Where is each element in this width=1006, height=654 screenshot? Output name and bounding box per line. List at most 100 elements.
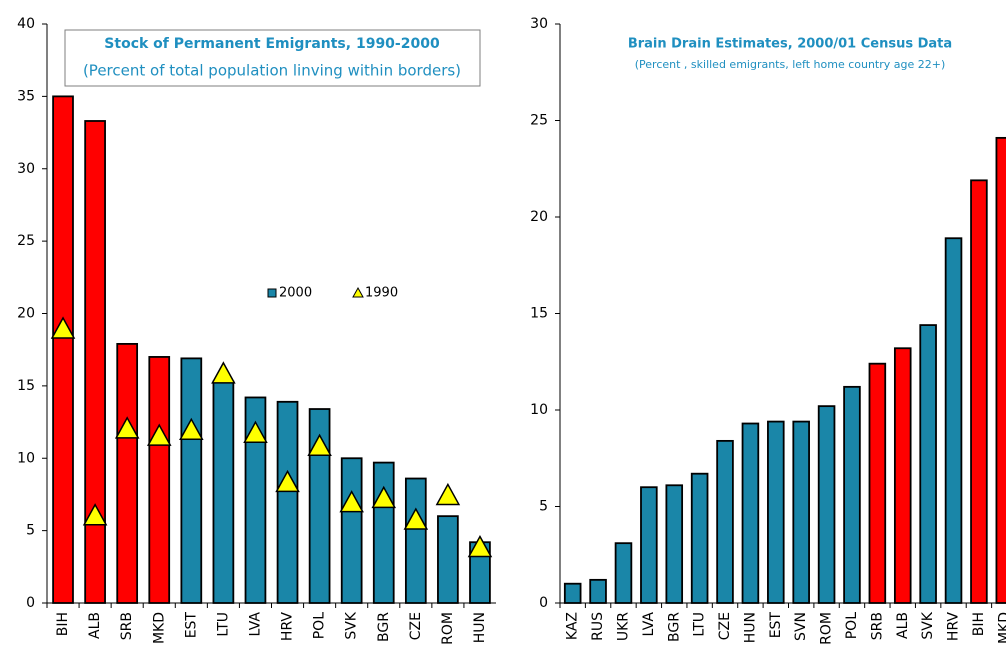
- x-tick-label: BGR: [376, 612, 392, 642]
- bar: [868, 362, 887, 604]
- legend-marker: [352, 286, 364, 298]
- bar: [792, 420, 810, 604]
- triangle-marker: [50, 316, 76, 339]
- y-tick-label: 15: [17, 378, 35, 394]
- x-tick-label: EST: [183, 612, 199, 639]
- triangle-marker: [307, 433, 332, 456]
- bar: [148, 356, 171, 604]
- x-tick-label: KAZ: [565, 612, 581, 640]
- x-tick-label: BGR: [666, 612, 682, 642]
- x-tick-label: BIH: [55, 612, 71, 636]
- bar: [665, 484, 684, 604]
- y-tick-label: 40: [17, 16, 35, 32]
- y-tick-label: 10: [17, 450, 35, 466]
- legend-label: 1990: [365, 286, 398, 301]
- x-tick-label: ROM: [819, 612, 835, 645]
- x-tick-label: HUN: [472, 612, 488, 643]
- bar: [817, 405, 836, 604]
- y-tick-label: 5: [26, 523, 35, 539]
- triangle-marker: [211, 361, 236, 384]
- bar: [970, 179, 988, 604]
- y-tick-label: 20: [530, 209, 548, 225]
- chart-subtitle: (Percent , skilled emigrants, left home …: [635, 58, 946, 71]
- x-tick-label: LVA: [247, 612, 263, 637]
- legend-label: 2000: [279, 286, 312, 301]
- y-tick-label: 10: [530, 402, 548, 418]
- triangle-marker: [114, 416, 140, 439]
- x-tick-label: SRB: [869, 612, 885, 640]
- x-tick-label: ALB: [895, 612, 911, 639]
- bar: [995, 136, 1006, 604]
- triangle-marker: [371, 485, 397, 509]
- x-tick-label: MKD: [996, 612, 1006, 644]
- triangle-marker: [467, 534, 493, 558]
- bar: [212, 380, 235, 604]
- bar: [276, 400, 299, 604]
- chart-title: Brain Drain Estimates, 2000/01 Census Da…: [628, 37, 952, 52]
- bar: [944, 237, 963, 604]
- bar: [690, 472, 709, 604]
- bar: [614, 542, 633, 604]
- x-tick-label: ROM: [440, 612, 456, 645]
- y-tick-label: 30: [530, 16, 548, 32]
- y-tick-label: 35: [17, 88, 35, 104]
- triangle-marker: [403, 507, 429, 530]
- x-tick-label: HRV: [280, 612, 296, 641]
- chart-title: Stock of Permanent Emigrants, 1990-2000: [104, 36, 440, 52]
- x-tick-label: ALB: [87, 612, 103, 639]
- triangle-marker: [179, 417, 204, 441]
- triangle-marker: [435, 482, 461, 506]
- y-tick-label: 20: [17, 306, 35, 322]
- bar: [741, 422, 760, 604]
- y-tick-label: 0: [26, 595, 35, 611]
- bar: [919, 324, 937, 604]
- x-tick-label: BIH: [971, 612, 987, 636]
- x-tick-label: SVN: [793, 612, 809, 641]
- x-tick-label: SVK: [920, 611, 936, 639]
- x-tick-label: HUN: [742, 612, 758, 643]
- y-tick-label: 25: [17, 233, 35, 249]
- x-tick-label: MKD: [151, 612, 167, 644]
- x-tick-label: LVA: [641, 612, 657, 637]
- bar: [437, 515, 459, 604]
- y-tick-label: 15: [530, 306, 548, 322]
- x-tick-label: SRB: [119, 612, 135, 640]
- x-tick-label: POL: [844, 612, 860, 639]
- x-tick-label: LTU: [692, 612, 708, 637]
- x-tick-label: POL: [312, 612, 328, 639]
- x-tick-label: CZE: [408, 612, 424, 640]
- x-tick-label: LTU: [215, 612, 231, 637]
- y-tick-label: 25: [530, 113, 548, 129]
- bar: [563, 582, 582, 604]
- y-tick-label: 30: [17, 161, 35, 177]
- chart-subtitle: (Percent of total population linving wit…: [83, 62, 461, 80]
- bar: [116, 342, 139, 604]
- triangle-marker: [82, 503, 108, 526]
- bar: [893, 347, 912, 604]
- y-tick-label: 0: [539, 595, 548, 611]
- bar: [180, 357, 203, 604]
- x-tick-label: UKR: [615, 612, 631, 641]
- title-box: [64, 29, 481, 87]
- bar: [716, 439, 734, 604]
- bar: [372, 461, 395, 604]
- bar: [767, 420, 785, 604]
- x-tick-label: RUS: [590, 612, 606, 641]
- triangle-marker: [339, 490, 364, 513]
- x-tick-label: SVK: [344, 611, 360, 639]
- bar: [589, 578, 607, 604]
- bar: [843, 385, 861, 604]
- x-tick-label: EST: [768, 612, 784, 639]
- bar: [404, 477, 427, 604]
- x-tick-label: CZE: [717, 612, 733, 640]
- triangle-marker: [146, 423, 172, 446]
- y-tick-label: 5: [539, 499, 548, 515]
- bar: [340, 457, 363, 604]
- triangle-marker: [243, 420, 268, 443]
- bar: [52, 95, 74, 604]
- triangle-marker: [275, 469, 300, 493]
- x-tick-label: HRV: [946, 612, 962, 641]
- bar: [640, 486, 658, 604]
